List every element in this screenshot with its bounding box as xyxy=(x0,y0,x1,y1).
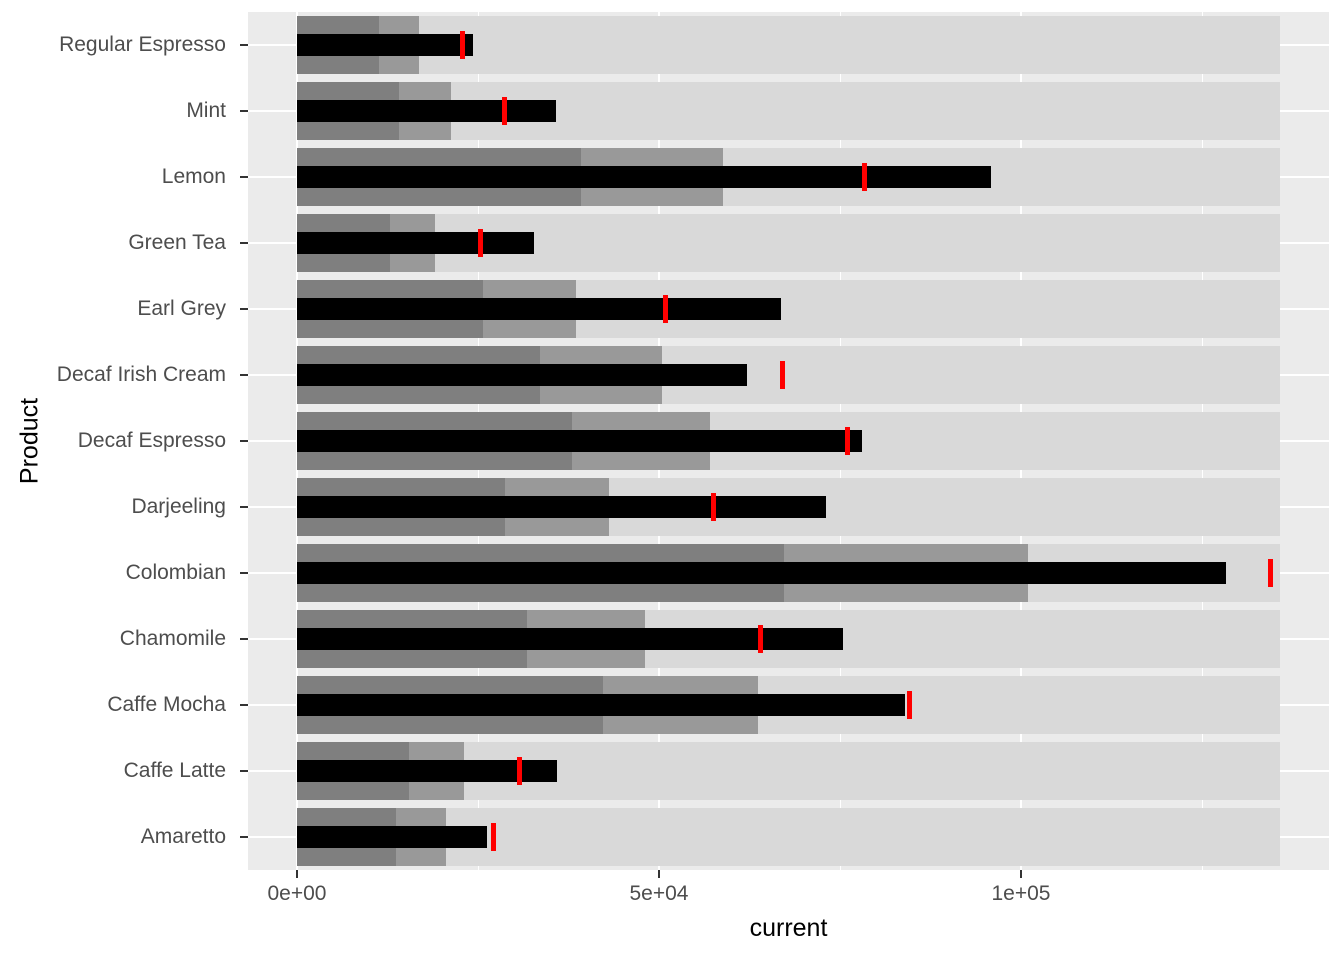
y-axis-tick-mark xyxy=(240,572,248,574)
y-axis-tick-mark xyxy=(240,44,248,46)
y-axis-tick-mark xyxy=(240,770,248,772)
bullet-row xyxy=(248,738,1329,804)
target-marker xyxy=(780,361,786,389)
y-axis-tick-label: Darjeeling xyxy=(131,495,226,518)
y-axis-tick-label: Green Tea xyxy=(128,231,226,254)
y-axis-tick-label: Caffe Mocha xyxy=(107,693,226,716)
x-axis-tick-label: 1e+05 xyxy=(991,882,1051,905)
target-marker xyxy=(517,757,523,785)
y-axis-tick-mark xyxy=(240,704,248,706)
bullet-row xyxy=(248,210,1329,276)
x-axis-tick-label: 0e+00 xyxy=(267,882,327,905)
target-marker xyxy=(478,229,484,257)
bullet-row xyxy=(248,474,1329,540)
current-value-bar xyxy=(297,100,557,122)
y-axis-tick-label: Lemon xyxy=(161,165,226,188)
x-axis-title: current xyxy=(749,914,828,942)
y-axis-tick-label: Colombian xyxy=(125,561,226,584)
target-marker xyxy=(845,427,851,455)
y-axis-tick-mark xyxy=(240,176,248,178)
bullet-row xyxy=(248,144,1329,210)
current-value-bar xyxy=(297,232,534,254)
bullet-row xyxy=(248,342,1329,408)
target-marker xyxy=(491,823,497,851)
y-axis-tick-mark xyxy=(240,638,248,640)
y-axis-tick-mark xyxy=(240,374,248,376)
y-axis-tick-mark xyxy=(240,242,248,244)
y-axis-tick-label: Decaf Irish Cream xyxy=(56,363,226,386)
y-axis-tick-label: Decaf Espresso xyxy=(77,429,226,452)
y-axis-tick-label: Earl Grey xyxy=(137,297,226,320)
target-marker xyxy=(757,625,763,653)
bullet-row xyxy=(248,408,1329,474)
target-marker xyxy=(710,493,716,521)
y-axis-tick-mark xyxy=(240,110,248,112)
current-value-bar xyxy=(297,166,991,188)
bullet-row xyxy=(248,540,1329,606)
y-axis-label-group: Regular Espresso Mint Lemon Green Tea Earl G… xyxy=(0,0,238,960)
y-axis-tick-label: Regular Espresso xyxy=(59,33,226,56)
x-axis-tick-mark xyxy=(296,870,298,878)
bullet-row xyxy=(248,78,1329,144)
current-value-bar xyxy=(297,562,1226,584)
current-value-bar xyxy=(297,694,906,716)
current-value-bar xyxy=(297,364,748,386)
current-value-bar xyxy=(297,760,557,782)
y-axis-tick-mark xyxy=(240,308,248,310)
target-marker xyxy=(862,163,868,191)
y-axis-tick-mark xyxy=(240,440,248,442)
y-axis-tick-label: Mint xyxy=(186,99,226,122)
current-value-bar xyxy=(297,628,843,650)
x-axis-tick-label: 5e+04 xyxy=(629,882,689,905)
bullet-row xyxy=(248,672,1329,738)
current-value-bar xyxy=(297,298,781,320)
y-axis-tick-mark xyxy=(240,836,248,838)
x-axis-tick-mark xyxy=(658,870,660,878)
target-marker xyxy=(1267,559,1273,587)
plot-panel xyxy=(248,12,1329,870)
bullet-row xyxy=(248,276,1329,342)
y-axis-tick-label: Caffe Latte xyxy=(123,759,226,782)
target-marker xyxy=(907,691,912,719)
y-axis-tick-mark xyxy=(240,506,248,508)
bullet-row xyxy=(248,804,1329,870)
current-value-bar xyxy=(297,34,473,56)
target-marker xyxy=(501,97,507,125)
current-value-bar xyxy=(297,496,826,518)
y-axis-tick-label: Amaretto xyxy=(140,825,226,848)
bullet-row xyxy=(248,12,1329,78)
y-axis-tick-label: Chamomile xyxy=(119,627,226,650)
target-marker xyxy=(663,295,669,323)
current-value-bar xyxy=(297,430,862,452)
current-value-bar xyxy=(297,826,487,848)
bullet-row xyxy=(248,606,1329,672)
target-marker xyxy=(459,31,465,59)
x-axis-tick-mark xyxy=(1020,870,1022,878)
